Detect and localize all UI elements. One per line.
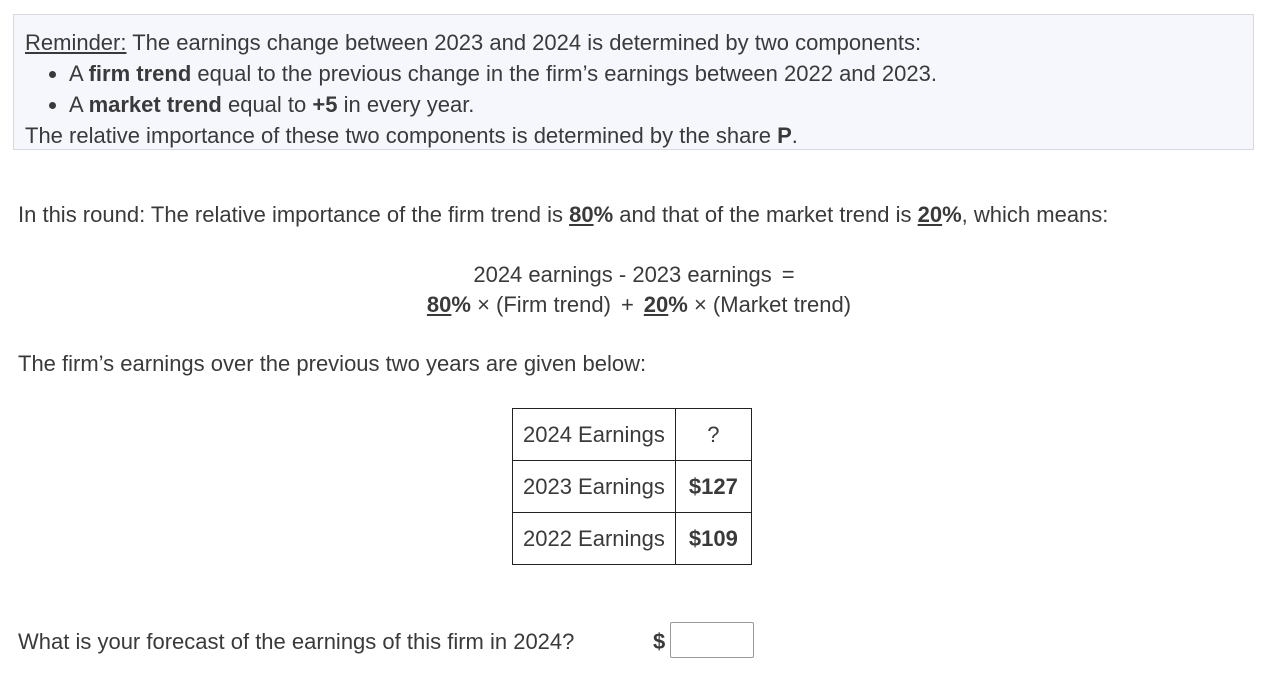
row-value: $127 <box>674 460 752 513</box>
plus-sign: + <box>620 292 634 317</box>
market-trend-bullet: A market trend equal to +5 in every year… <box>69 89 1253 120</box>
row-label: 2023 Earnings <box>512 460 676 513</box>
firm-trend-bullet: A firm trend equal to the previous chang… <box>69 58 1253 89</box>
reminder-closing: The relative importance of these two com… <box>25 120 1253 151</box>
row-value: $109 <box>674 512 752 565</box>
table-row: 2023 Earnings $127 <box>512 460 752 513</box>
bullet-text: A <box>69 61 89 86</box>
forecast-input[interactable] <box>670 622 754 658</box>
pct-sign: % <box>593 202 614 227</box>
previous-earnings-text: The firm’s earnings over the previous tw… <box>18 351 647 376</box>
pct-sign: % <box>668 292 688 317</box>
pct-sign: % <box>942 202 962 227</box>
bullet-text: A <box>69 92 89 117</box>
round-text: , which means: <box>961 202 1109 227</box>
formula-line-2: 80% × (Firm trend) +20% × (Market trend) <box>0 290 1278 320</box>
share-p-term: P <box>777 123 792 148</box>
formula: 2024 earnings - 2023 earnings = 80% × (Fi… <box>0 260 1278 320</box>
firm-trend-term: firm trend <box>88 61 192 86</box>
bullet-text: equal to <box>221 92 313 117</box>
round-description: In this round: The relative importance o… <box>18 201 1108 229</box>
reminder-list: A firm trend equal to the previous chang… <box>25 58 1253 120</box>
closing-text: . <box>791 123 798 148</box>
firm-pct-value: 80 <box>569 202 594 227</box>
earnings-table: 2024 Earnings ? 2023 Earnings $127 2022 … <box>512 408 752 565</box>
market-trend-term: market trend <box>88 92 222 117</box>
row-label: 2024 Earnings <box>512 408 676 461</box>
round-text: and that of the market trend is <box>613 202 918 227</box>
market-trend-value: +5 <box>312 92 338 117</box>
formula-line-1: 2024 earnings - 2023 earnings = <box>0 260 1278 290</box>
market-pct-value: 20 <box>917 202 943 227</box>
reminder-intro-text: The earnings change between 2023 and 202… <box>126 30 922 55</box>
bullet-text: equal to the previous change in the firm… <box>191 61 937 86</box>
firm-weight: 80 <box>426 292 452 317</box>
equals-sign: = <box>781 262 795 287</box>
formula-lhs: 2024 earnings - 2023 earnings <box>473 262 772 287</box>
forecast-question: What is your forecast of the earnings of… <box>18 629 575 654</box>
reminder-box: Reminder: The earnings change between 20… <box>13 14 1254 150</box>
table-row: 2022 Earnings $109 <box>512 512 752 565</box>
pct-sign: % <box>451 292 471 317</box>
market-trend-term: × (Market trend) <box>687 292 852 317</box>
closing-text: The relative importance of these two com… <box>25 123 778 148</box>
market-weight: 20 <box>643 292 669 317</box>
round-text: In this round: The relative importance o… <box>18 202 570 227</box>
row-value: ? <box>674 408 752 461</box>
row-label: 2022 Earnings <box>512 512 676 565</box>
reminder-label: Reminder: <box>25 30 127 55</box>
bullet-text: in every year. <box>337 92 475 117</box>
firm-trend-term: × (Firm trend) <box>470 292 611 317</box>
table-row: 2024 Earnings ? <box>512 408 752 461</box>
currency-symbol: $ <box>653 629 666 654</box>
reminder-intro: Reminder: The earnings change between 20… <box>25 27 1253 58</box>
